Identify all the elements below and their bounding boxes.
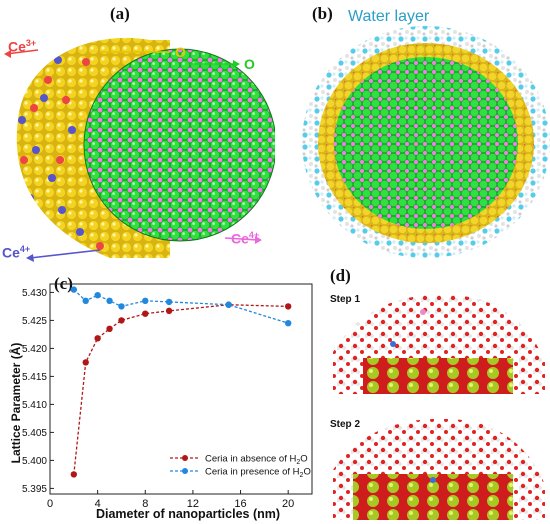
x-tick-label: 4: [95, 498, 101, 510]
step1-snapshot-image: [333, 294, 545, 394]
label-o-top: O: [175, 44, 186, 60]
label-ce4-right: Ce4+: [231, 230, 260, 247]
step2-snapshot-image: [333, 418, 545, 520]
label-o-right: O: [244, 56, 255, 72]
panel-c: (c) 0 4 8 12 16 20 5.395 5.400 5.405 5.410 5.415 5.…: [0, 262, 320, 524]
series-1-point: [165, 307, 173, 315]
nanoparticle-cutaway-image: [4, 37, 275, 262]
series-2-point: [118, 303, 125, 310]
series-2-point: [225, 301, 232, 308]
water-layer-label: Water layer: [348, 8, 430, 25]
y-tick-label: 5.395: [22, 484, 47, 495]
panel-b-label: (b): [312, 4, 333, 23]
panel-a: (a): [0, 0, 275, 262]
series-2-point: [165, 298, 173, 306]
chart-ticks: 0 4 8 12 16 20 5.395 5.400 5.405 5.410 5.415 5.420 5…: [22, 288, 294, 510]
series-2-point: [82, 297, 89, 304]
series-line-1: [73, 304, 289, 475]
y-tick-label: 5.420: [22, 344, 47, 355]
x-axis-label: Diameter of nanoparticles (nm): [96, 507, 280, 521]
y-tick-label: 5.430: [22, 288, 47, 299]
series-1-point: [118, 317, 125, 324]
label-ce4-left: Ce4+: [2, 244, 31, 261]
y-tick-label: 5.425: [22, 316, 47, 327]
step2-label: Step 2: [330, 419, 361, 430]
plot-frame: [49, 283, 313, 495]
series-2-point: [142, 297, 149, 304]
label-ce3: Ce3+: [8, 38, 37, 55]
series-1-point: [94, 335, 101, 342]
lattice-parameter-chart: 0 4 8 12 16 20 5.395 5.400 5.405 5.410 5.415 5.420 5…: [8, 283, 313, 521]
y-tick-label: 5.405: [22, 428, 47, 439]
series-1-point: [142, 310, 149, 317]
y-axis-label: Lattice Parameter (Å): [8, 343, 23, 464]
panel-a-label: (a): [110, 4, 130, 23]
y-tick-label: 5.410: [22, 400, 47, 411]
x-tick-label: 16: [234, 498, 246, 510]
legend-marker-1: [182, 455, 188, 461]
chart-series: [70, 286, 292, 478]
step1-label: Step 1: [330, 294, 361, 305]
x-tick-label: 12: [187, 498, 199, 510]
series-1-point: [82, 359, 89, 366]
chart-axes: [49, 283, 313, 495]
series-2-point: [284, 320, 292, 327]
panel-b: (b) Water layer: [290, 0, 550, 262]
series-2-point: [106, 297, 113, 304]
series-1-point: [284, 303, 292, 310]
legend-label-2: Ceria in presence of H2O: [205, 467, 311, 480]
x-tick-label: 0: [47, 498, 53, 510]
series-line-2: [73, 289, 289, 324]
x-tick-label: 8: [142, 498, 148, 510]
series-1-point: [70, 471, 78, 478]
panel-d-label: (d): [330, 266, 351, 285]
panel-d: (d) Step 1 Step 2: [320, 262, 550, 524]
legend-marker-2: [182, 468, 188, 474]
y-tick-label: 5.400: [22, 456, 47, 467]
series-1-point: [106, 325, 113, 332]
series-2-point: [94, 292, 101, 299]
series-2-point: [70, 286, 78, 293]
hydrated-nanoparticle-image: [302, 26, 550, 258]
y-tick-label: 5.415: [22, 372, 47, 383]
x-tick-label: 20: [282, 498, 294, 510]
legend-label-1: Ceria in absence of H2O: [205, 454, 308, 467]
